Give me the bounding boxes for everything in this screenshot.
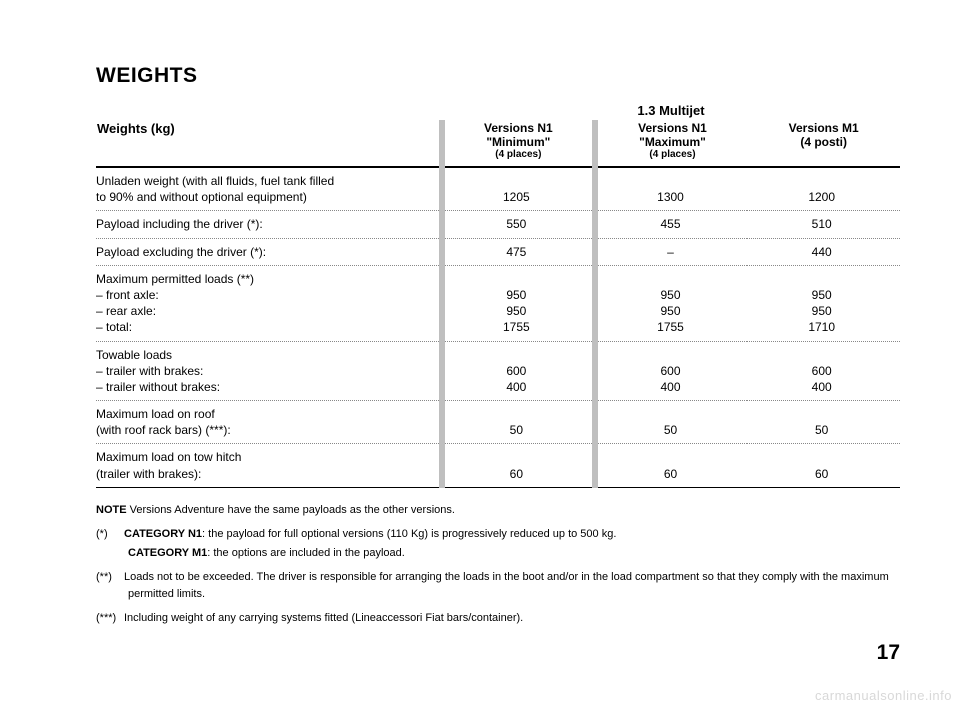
row-value: 60: [747, 444, 900, 487]
note-line: NOTE Versions Adventure have the same pa…: [96, 502, 900, 519]
row-value: 1205: [442, 168, 595, 211]
table-row: Maximum load on tow hitch(trailer with b…: [96, 444, 900, 487]
row-label: Maximum permitted loads (**)– front axle…: [96, 265, 442, 341]
row-label: Maximum load on roof(with roof rack bars…: [96, 401, 442, 444]
row-value: 600400: [747, 341, 900, 401]
row-value: 9509501755: [442, 265, 595, 341]
footnotes: NOTE Versions Adventure have the same pa…: [96, 502, 900, 627]
footnote-2: (**)Loads not to be exceeded. The driver…: [96, 569, 900, 602]
page-number: 17: [877, 641, 900, 665]
table-row: Unladen weight (with all fluids, fuel ta…: [96, 168, 900, 211]
footnote-3: (***)Including weight of any carrying sy…: [96, 610, 900, 627]
row-value: 9509501710: [747, 265, 900, 341]
col-header-2: Versions M1 (4 posti): [747, 120, 900, 167]
row-value: 1200: [747, 168, 900, 211]
row-label: Unladen weight (with all fluids, fuel ta…: [96, 168, 442, 211]
column-header-row: Weights (kg) Versions N1 "Minimum" (4 pl…: [96, 120, 900, 167]
row-value: 600400: [442, 341, 595, 401]
row-value: 510: [747, 211, 900, 238]
watermark: carmanualsonline.info: [815, 688, 952, 703]
row-value: 475: [442, 238, 595, 265]
row-value: 50: [747, 401, 900, 444]
row-value: 600400: [595, 341, 748, 401]
row-value: 60: [595, 444, 748, 487]
weights-subtitle: Weights (kg): [96, 120, 442, 167]
table-row: Payload excluding the driver (*):475–440: [96, 238, 900, 265]
table-row: Payload including the driver (*):5504555…: [96, 211, 900, 238]
table-row: Maximum load on roof(with roof rack bars…: [96, 401, 900, 444]
footnote-1b: CATEGORY M1: the options are included in…: [96, 545, 900, 562]
page-content: WEIGHTS 1.3 Multijet Weights (kg) Versio…: [0, 0, 960, 627]
engine-name: 1.3 Multijet: [442, 102, 900, 120]
row-label: Payload including the driver (*):: [96, 211, 442, 238]
table-row: Maximum permitted loads (**)– front axle…: [96, 265, 900, 341]
footnote-1: (*)CATEGORY N1: the payload for full opt…: [96, 526, 900, 543]
row-label: Payload excluding the driver (*):: [96, 238, 442, 265]
col-header-1: Versions N1 "Maximum" (4 places): [595, 120, 748, 167]
row-value: 50: [442, 401, 595, 444]
row-value: –: [595, 238, 748, 265]
section-title: WEIGHTS: [96, 64, 900, 88]
row-value: 50: [595, 401, 748, 444]
row-value: 455: [595, 211, 748, 238]
row-value: 550: [442, 211, 595, 238]
row-label: Towable loads– trailer with brakes:– tra…: [96, 341, 442, 401]
table-row: Towable loads– trailer with brakes:– tra…: [96, 341, 900, 401]
row-value: 1300: [595, 168, 748, 211]
row-value: 9509501755: [595, 265, 748, 341]
col-header-0: Versions N1 "Minimum" (4 places): [442, 120, 595, 167]
row-label: Maximum load on tow hitch(trailer with b…: [96, 444, 442, 487]
engine-header-row: 1.3 Multijet: [96, 102, 900, 120]
weights-table: 1.3 Multijet Weights (kg) Versions N1 "M…: [96, 102, 900, 488]
row-value: 440: [747, 238, 900, 265]
row-value: 60: [442, 444, 595, 487]
